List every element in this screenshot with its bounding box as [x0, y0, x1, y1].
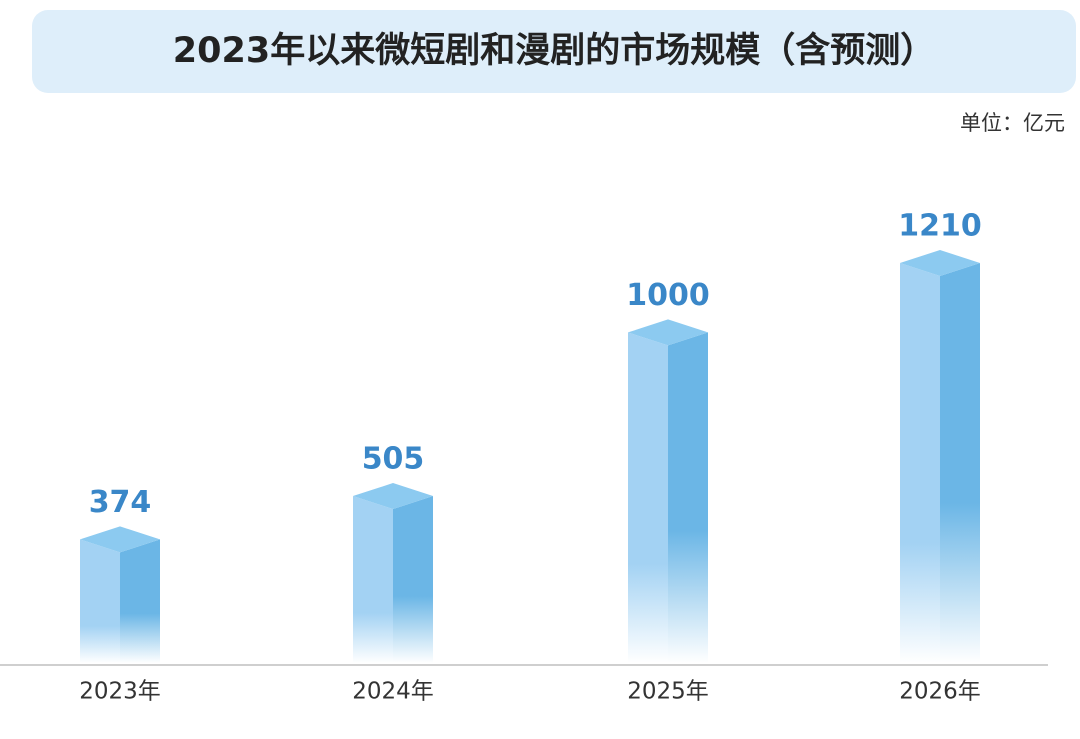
value-label: 505 — [362, 442, 425, 477]
x-tick-label: 2023年 — [79, 679, 161, 705]
bar-top-face — [353, 483, 433, 510]
bar-right-face — [668, 332, 708, 663]
bar-left-face — [80, 539, 120, 663]
bar-left-face — [628, 332, 668, 663]
unit-label: 单位：亿元 — [960, 111, 1065, 135]
bar — [80, 526, 160, 663]
value-label: 1210 — [898, 209, 982, 244]
bar — [353, 483, 433, 663]
bar — [628, 319, 708, 663]
x-tick-label: 2026年 — [899, 679, 981, 705]
value-label: 374 — [89, 485, 152, 520]
value-label: 1000 — [626, 278, 710, 313]
bar-right-face — [393, 496, 433, 663]
title-box — [32, 10, 1076, 93]
x-tick-label: 2024年 — [352, 679, 434, 705]
bar — [900, 250, 980, 663]
x-tick-label: 2025年 — [627, 679, 709, 705]
bar-right-face — [120, 539, 160, 663]
bar-left-face — [353, 496, 393, 663]
bar-right-face — [940, 263, 980, 663]
bar-top-face — [900, 250, 980, 276]
chart-title: 2023年以来微短剧和漫剧的市场规模（含预测） — [173, 31, 935, 71]
bar-top-face — [628, 319, 708, 346]
bar-top-face — [80, 526, 160, 553]
bar-left-face — [900, 263, 940, 663]
